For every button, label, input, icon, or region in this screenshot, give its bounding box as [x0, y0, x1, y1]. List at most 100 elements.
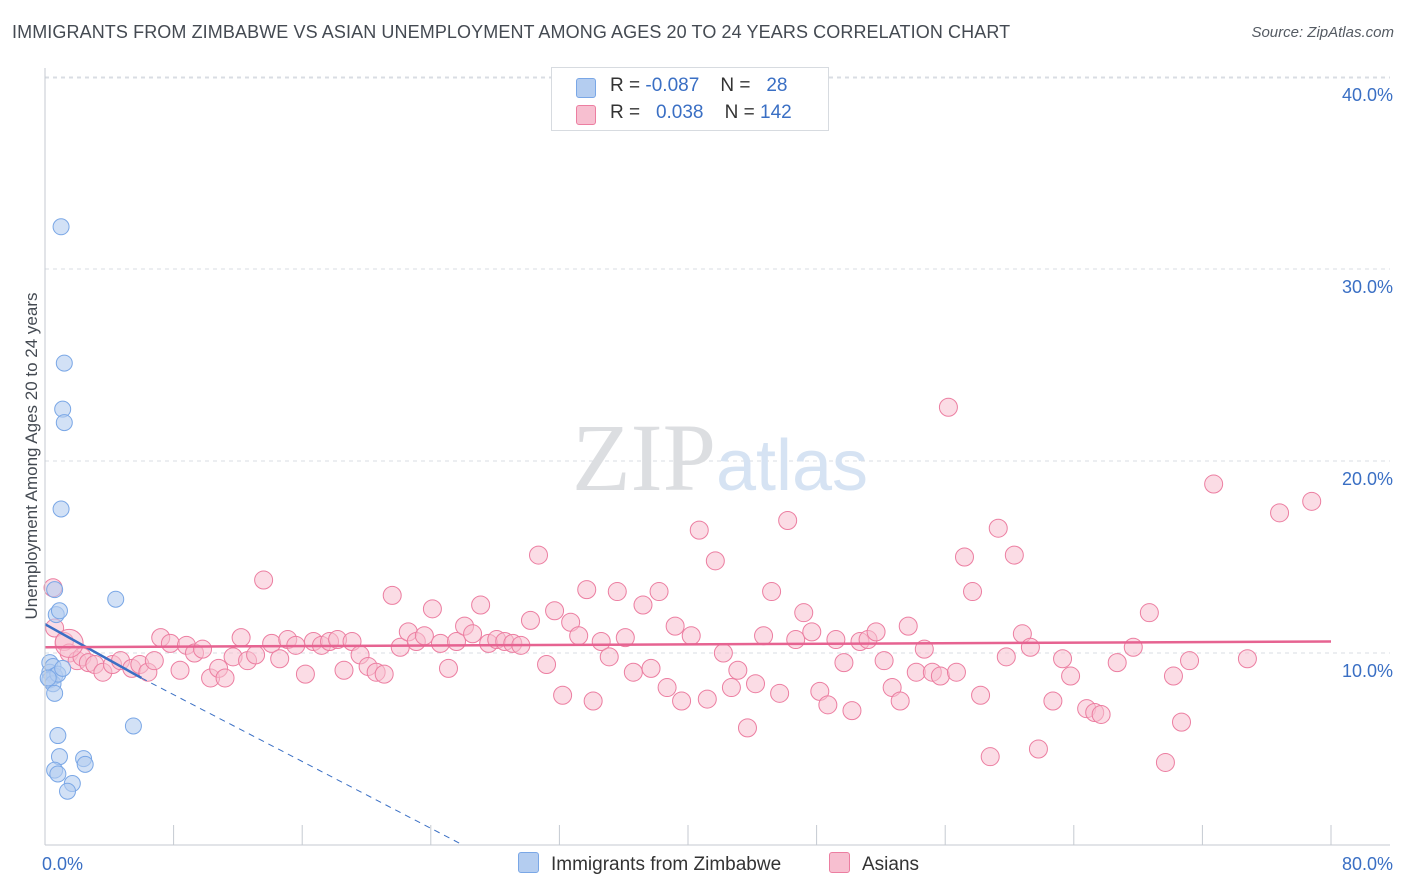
- point-asians: [382, 585, 402, 605]
- legend-r-value: 0.038: [655, 102, 704, 123]
- point-zimbabwe: [52, 218, 70, 236]
- point-asians: [963, 582, 983, 602]
- point-asians: [334, 660, 354, 680]
- point-zimbabwe: [50, 602, 68, 620]
- correlation-legend: R = -0.087 N = 28 R = 0.038 N = 142: [551, 67, 829, 131]
- point-zimbabwe: [54, 659, 72, 677]
- point-asians: [569, 626, 589, 646]
- y-tick-label: 30.0%: [1342, 277, 1393, 297]
- trend-line-zimbabwe: [44, 623, 143, 680]
- point-asians: [1091, 704, 1111, 724]
- trend-line-asians: [44, 640, 1332, 649]
- grid-lines: 10.0% 20.0% 30.0% 40.0%: [45, 76, 1393, 681]
- point-asians: [746, 674, 766, 694]
- point-asians: [1043, 691, 1063, 711]
- point-asians: [1302, 491, 1322, 511]
- point-asians: [1020, 637, 1040, 657]
- point-zimbabwe: [59, 782, 77, 800]
- point-asians: [144, 651, 164, 671]
- point-asians: [577, 580, 597, 600]
- point-asians: [1237, 649, 1257, 669]
- point-asians: [193, 639, 213, 659]
- legend-swatch-pink: [576, 105, 596, 125]
- watermark: ZIPatlas: [572, 404, 868, 511]
- point-asians: [778, 511, 798, 531]
- point-asians: [681, 626, 701, 646]
- point-asians: [874, 651, 894, 671]
- point-asians: [537, 655, 557, 675]
- point-asians: [728, 660, 748, 680]
- series-legend-zimbabwe: Immigrants from Zimbabwe: [518, 852, 781, 876]
- point-asians: [1004, 545, 1024, 565]
- point-zimbabwe: [55, 354, 73, 372]
- point-asians: [954, 547, 974, 567]
- point-asians: [786, 630, 806, 650]
- legend-r-label: R =: [610, 102, 641, 123]
- legend-n-label: N =: [720, 75, 751, 96]
- point-asians: [430, 633, 450, 653]
- series-swatch-pink: [829, 852, 850, 873]
- point-asians: [414, 626, 434, 646]
- chart-title: IMMIGRANTS FROM ZIMBABWE VS ASIAN UNEMPL…: [12, 22, 1011, 42]
- point-asians: [54, 628, 84, 658]
- point-asians: [988, 518, 1008, 538]
- series-name: Asians: [862, 854, 920, 875]
- point-asians: [545, 601, 565, 621]
- point-asians: [170, 660, 190, 680]
- point-asians: [898, 616, 918, 636]
- point-zimbabwe: [49, 727, 67, 745]
- series-legend-asians: Asians: [829, 852, 919, 876]
- point-asians: [254, 570, 274, 590]
- point-asians: [615, 628, 635, 648]
- point-asians: [1107, 653, 1127, 673]
- point-asians: [1139, 603, 1159, 623]
- point-asians: [1155, 752, 1175, 772]
- point-asians: [826, 630, 846, 650]
- point-asians: [215, 668, 235, 688]
- point-asians: [971, 685, 991, 705]
- point-asians: [689, 520, 709, 540]
- legend-n-value: 28: [766, 75, 788, 96]
- point-asians: [713, 643, 733, 663]
- point-asians: [842, 701, 862, 721]
- point-asians: [438, 658, 458, 678]
- point-asians: [246, 645, 266, 665]
- point-asians: [599, 647, 619, 667]
- point-zimbabwe: [39, 669, 57, 687]
- watermark-zip: ZIP: [572, 404, 716, 511]
- point-asians: [657, 678, 677, 698]
- point-asians: [295, 664, 315, 684]
- legend-r-label: R =: [610, 75, 641, 96]
- point-asians: [623, 662, 643, 682]
- point-asians: [794, 603, 814, 623]
- trend-line-zimbabwe-extension: [141, 677, 464, 846]
- point-zimbabwe: [49, 765, 67, 783]
- point-asians: [1123, 637, 1143, 657]
- point-asians: [607, 582, 627, 602]
- point-asians: [1172, 712, 1192, 732]
- point-asians: [930, 666, 950, 686]
- point-asians: [834, 653, 854, 673]
- point-asians: [705, 551, 725, 571]
- point-asians: [754, 626, 774, 646]
- point-asians: [1180, 651, 1200, 671]
- point-zimbabwe: [46, 684, 64, 702]
- y-tick-label: 20.0%: [1342, 469, 1393, 489]
- point-asians: [520, 610, 540, 630]
- point-asians: [697, 689, 717, 709]
- axes: 0.0% 80.0%: [42, 68, 1393, 874]
- point-zimbabwe: [52, 500, 70, 518]
- point-zimbabwe: [55, 414, 73, 432]
- point-asians: [996, 647, 1016, 667]
- legend-swatch-blue: [576, 78, 596, 98]
- point-asians: [802, 622, 822, 642]
- legend-n-value: 142: [760, 102, 792, 123]
- point-asians: [231, 628, 251, 648]
- point-zimbabwe: [107, 590, 125, 608]
- legend-r-value: -0.087: [645, 75, 700, 96]
- point-asians: [672, 691, 692, 711]
- point-asians: [946, 662, 966, 682]
- point-asians: [160, 633, 180, 653]
- series-name: Immigrants from Zimbabwe: [551, 854, 782, 875]
- point-asians: [1270, 503, 1290, 523]
